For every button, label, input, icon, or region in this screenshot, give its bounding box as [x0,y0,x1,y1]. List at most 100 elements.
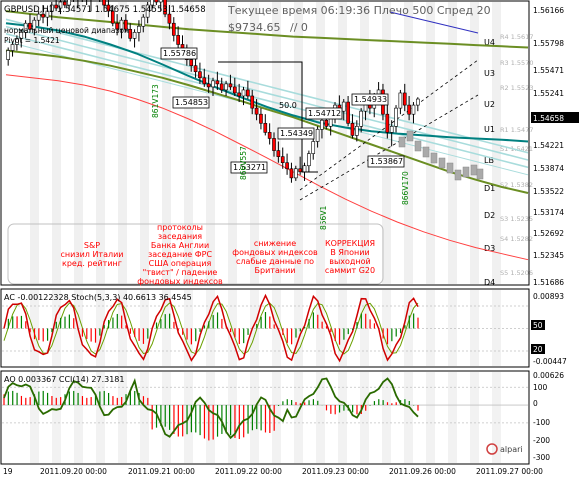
session-stripe [492,372,501,463]
moving-averages [5,10,529,261]
candle-body [15,38,19,45]
ac-axis-label: 50 [533,321,543,330]
candle-body [259,113,263,124]
pivot-level-label: U3 [484,69,495,78]
price-axis-label: 1.53522 [533,187,564,196]
candle-body [54,4,58,9]
candle-body [202,77,207,85]
candle-body [354,126,359,136]
session-stripe [448,372,457,463]
candle-body [106,4,111,12]
band-line [5,19,529,154]
session-stripe [316,290,325,366]
pivot-level-label: U4 [484,38,495,47]
vertical-label: 861V173 [151,84,160,118]
annotation-line: "твист" / падение [143,268,218,277]
time-axis-label: 2011.09.27 00:00 [476,467,543,476]
session-stripe [228,290,237,366]
annotation-line: США операция [149,259,212,268]
ac-label: AC -0.00122328 Stoch(5,3,3) 40.6613 36.4… [4,293,192,302]
candle-body [254,107,259,115]
session-stripe [140,290,149,366]
price-axis-label: 1.54221 [533,141,564,150]
session-stripe [74,372,83,463]
time-axis-label: 2011.09.26 00:00 [389,467,456,476]
r-level-label: R3 1.5570 [500,59,533,67]
candle-body [124,19,128,30]
candle-body [189,59,194,66]
forecast-bar [422,146,430,158]
candle-body [219,83,224,91]
candle-body [232,86,237,94]
candle-body [128,28,133,39]
ao-axis-label: -100 [533,418,550,427]
band-line [5,26,529,161]
candle-body [293,168,298,179]
ma-olive-top-line [5,10,529,49]
trend-line-lower [299,94,479,201]
session-stripe [52,2,61,284]
time-axis-label: 2011.09.20 00:00 [40,467,107,476]
ao-axis-label: -200 [533,436,550,445]
session-stripe [448,290,457,366]
session-stripe [118,2,127,284]
price-marker-text: 1.53271 [233,163,266,172]
price-marker-text: 1.54712 [308,109,341,118]
price-axis-label: 1.55798 [533,39,564,48]
candle-body [163,0,167,15]
candle-body [394,107,398,127]
annotation-line: В Японии [330,248,369,257]
session-stripe [118,372,127,463]
price-marker-text: 1.54933 [354,95,387,104]
candle-body [206,83,211,88]
logo-icon [486,443,498,455]
ac-axis-label: 0.00893 [533,292,564,301]
candle-body [341,101,346,112]
candle-body [215,80,220,85]
session-stripe [338,290,347,366]
current-price-tag [531,112,579,123]
time-axis-label: 2011.09.21 00:00 [128,467,195,476]
session-stripe [162,290,171,366]
annotation-line: фондовых индексов [232,248,318,257]
forecast-bar [446,162,454,174]
session-stripe [184,2,193,284]
vertical-label: 866V170 [401,171,410,205]
annotation-line: протоколы [157,223,203,232]
candle-body [158,0,163,3]
candle-body [176,35,180,45]
candle-body [67,0,72,6]
annotation-line: заседания [158,232,202,241]
price-axis-label: 1.56166 [533,6,564,15]
candle-body [302,165,307,173]
candle-body [132,32,137,39]
session-stripe [492,290,501,366]
session-stripe [272,290,281,366]
candle-body [19,32,24,39]
candle-body [307,153,311,167]
session-stripe [316,2,325,284]
candle-body [246,89,250,97]
session-stripe [96,290,105,366]
ma-red-line [5,74,529,261]
vertical-label: 866V557 [239,146,248,180]
annotation-line: выходной [329,257,371,266]
pivot-level-label: D4 [484,278,495,287]
candle-body [237,92,241,97]
session-stripe [250,372,259,463]
candle-body [402,92,407,106]
price-marker-box [172,96,210,109]
candle-body [389,126,394,133]
current-price-text: 1.54658 [533,114,564,123]
session-stripe [96,372,105,463]
time-axis-label: 19 [3,467,13,476]
session-stripe [184,290,193,366]
annotation-frame [7,223,384,285]
session-stripe [250,2,259,284]
session-stripe [338,372,347,463]
pivot-label: Pivot = 1.5421 [4,36,60,45]
price-markers: 1.55786 1.54853 1.54349 1.54712 1.54933 1.538… [151,47,410,230]
annotation-line: заседание ФРС [148,250,213,259]
